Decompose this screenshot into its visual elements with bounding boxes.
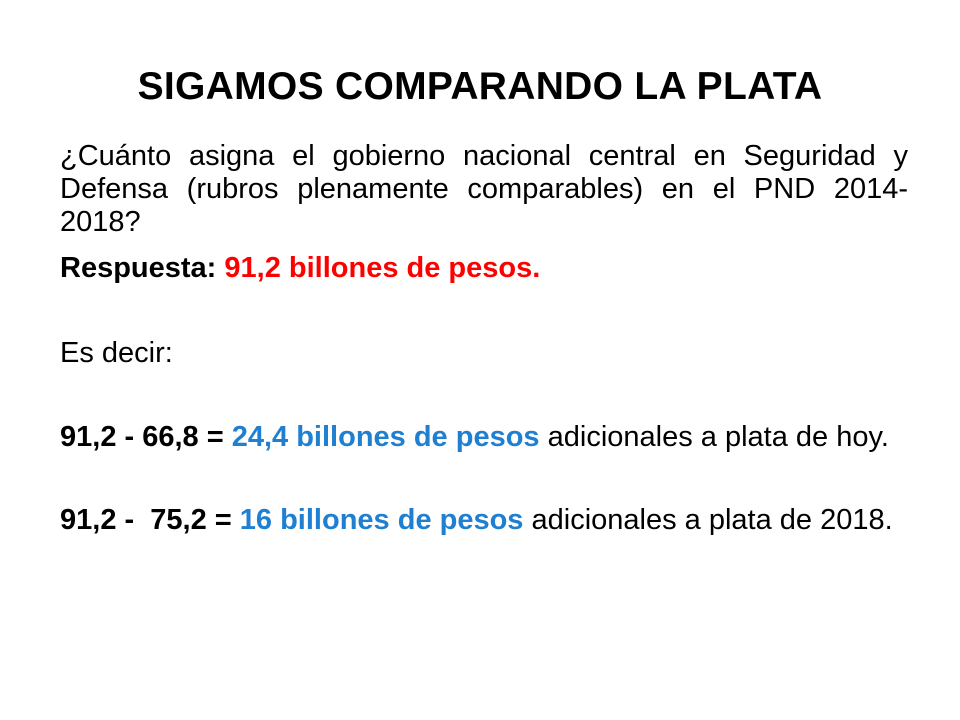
- calc1-result: 24,4 billones de pesos: [231, 421, 540, 453]
- calc2-result: 16 billones de pesos: [239, 504, 524, 536]
- es-decir-text: Es decir:: [60, 337, 173, 369]
- question-text: ¿Cuánto asigna el gobierno nacional cent…: [60, 140, 908, 238]
- slide-body: ¿Cuánto asigna el gobierno nacional cent…: [60, 140, 908, 537]
- answer-label: Respuesta:: [60, 252, 217, 284]
- answer-line: Respuesta: 91,2 billones de pesos.: [60, 252, 908, 285]
- calc2-suffix: adicionales a plata de 2018.: [531, 504, 893, 536]
- calc1-suffix: adicionales a plata de hoy.: [547, 421, 889, 453]
- calc2-formula: 91,2 - 75,2 =: [60, 504, 232, 536]
- calculation-2: 91,2 - 75,2 = 16 billones de pesos adici…: [60, 504, 908, 537]
- answer-value: 91,2 billones de pesos.: [224, 252, 541, 284]
- slide-title: SIGAMOS COMPARANDO LA PLATA: [137, 65, 823, 108]
- calculation-1: 91,2 - 66,8 = 24,4 billones de pesos adi…: [60, 421, 908, 454]
- calc1-formula: 91,2 - 66,8 =: [60, 421, 224, 453]
